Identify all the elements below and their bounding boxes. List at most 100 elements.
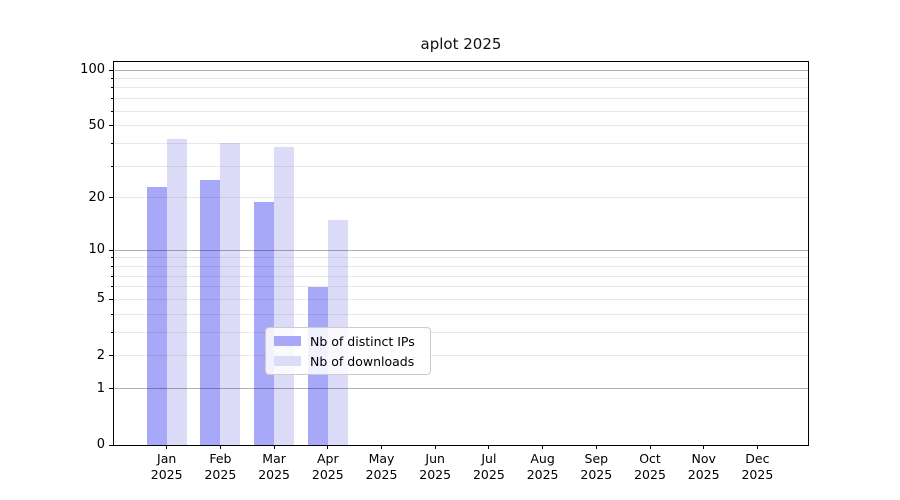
y-gridline-minor (114, 331, 808, 333)
x-tick-month: Oct (639, 451, 661, 466)
x-tick-year: 2025 (580, 467, 613, 482)
x-tick-month: Nov (691, 451, 716, 466)
y-gridline-minor (114, 286, 808, 288)
legend-swatch-downloads (274, 356, 301, 366)
y-axis-tick (109, 388, 113, 390)
y-gridline-minor (114, 110, 808, 112)
x-axis-tick (327, 445, 329, 449)
y-axis-minor-tick (111, 78, 114, 79)
x-tick-month: Jun (425, 451, 445, 466)
chart-title: aplot 2025 (420, 35, 502, 53)
y-axis-minor-tick (111, 197, 114, 199)
x-tick-label: Dec 2025 (727, 451, 787, 483)
x-tick-year: 2025 (472, 467, 505, 482)
x-tick-label: Aug 2025 (513, 451, 573, 483)
y-axis-tick (109, 69, 113, 71)
x-tick-year: 2025 (311, 467, 344, 482)
x-tick-label: Jan 2025 (137, 451, 197, 483)
y-gridline-major (114, 69, 808, 71)
y-gridline-minor (114, 257, 808, 259)
y-axis-minor-tick (111, 275, 114, 277)
y-gridline-minor (114, 78, 808, 79)
x-tick-month: May (368, 451, 395, 466)
bar-distinct-ips (200, 180, 221, 445)
x-tick-label: Oct 2025 (620, 451, 680, 483)
x-tick-year: 2025 (687, 467, 720, 482)
x-tick-month: Jul (481, 451, 497, 466)
y-axis-minor-tick (111, 110, 114, 112)
x-tick-label: Sep 2025 (566, 451, 626, 483)
y-axis-minor-tick (111, 165, 114, 167)
x-tick-label: Mar 2025 (244, 451, 304, 483)
y-tick-label: 100 (80, 62, 105, 77)
x-tick-label: Jun 2025 (405, 451, 465, 483)
x-tick-month: Feb (209, 451, 232, 466)
plot-area (113, 61, 809, 446)
y-tick-label: 50 (88, 117, 105, 133)
y-tick-label: 1 (96, 380, 105, 396)
x-tick-month: Sep (584, 451, 609, 466)
x-tick-label: Feb 2025 (190, 451, 250, 483)
legend: Nb of distinct IPs Nb of downloads (265, 327, 431, 375)
x-axis-tick (649, 445, 651, 449)
x-tick-year: 2025 (741, 467, 774, 482)
y-axis-tick (109, 444, 113, 446)
x-axis-tick (756, 445, 758, 449)
y-gridline-minor (114, 87, 808, 89)
y-gridline-minor (114, 313, 808, 315)
y-axis-tick (109, 249, 113, 251)
y-gridline-minor (114, 165, 808, 167)
bar-downloads (166, 139, 187, 445)
legend-item: Nb of distinct IPs (274, 334, 422, 349)
legend-swatch-distinct-ips (274, 336, 301, 346)
x-tick-year: 2025 (204, 467, 237, 482)
x-axis-tick (166, 445, 168, 449)
legend-label: Nb of downloads (310, 353, 415, 369)
y-axis-minor-tick (111, 98, 114, 100)
y-tick-label: 2 (96, 347, 105, 363)
y-gridline-minor (114, 142, 808, 144)
y-axis-minor-tick (111, 313, 114, 315)
y-tick-label: 20 (88, 189, 105, 205)
y-gridline-minor (114, 98, 808, 100)
x-tick-label: Apr 2025 (298, 451, 358, 483)
y-tick-label: 10 (88, 242, 105, 258)
y-axis-minor-tick (111, 355, 114, 357)
y-gridline-minor (114, 125, 808, 126)
x-tick-year: 2025 (258, 467, 290, 482)
x-tick-year: 2025 (365, 467, 398, 482)
y-axis-minor-tick (111, 298, 114, 300)
x-axis-tick (219, 445, 221, 449)
x-axis-tick (595, 445, 597, 449)
x-tick-year: 2025 (526, 467, 559, 482)
y-axis-minor-tick (111, 286, 114, 288)
x-tick-month: Apr (316, 451, 339, 466)
x-axis-tick (381, 445, 382, 449)
bar-distinct-ips (146, 186, 167, 445)
y-axis-minor-tick (111, 142, 114, 144)
x-axis-tick (273, 445, 275, 449)
y-gridline-minor (114, 355, 808, 357)
y-tick-label: 0 (96, 437, 105, 452)
x-tick-year: 2025 (634, 467, 666, 482)
x-axis-tick (703, 445, 705, 449)
y-axis-minor-tick (111, 266, 114, 267)
x-tick-month: Mar (262, 451, 286, 466)
y-gridline-minor (114, 266, 808, 267)
x-tick-year: 2025 (150, 467, 183, 482)
y-tick-label: 5 (96, 291, 105, 307)
x-tick-label: May 2025 (352, 451, 412, 483)
x-tick-month: Dec (745, 451, 770, 466)
x-tick-label: Jul 2025 (459, 451, 519, 483)
y-axis-minor-tick (111, 125, 114, 126)
y-gridline-major (114, 249, 808, 251)
x-tick-year: 2025 (419, 467, 452, 482)
legend-item: Nb of downloads (274, 354, 422, 369)
x-tick-month: Jan (157, 451, 177, 466)
y-axis-minor-tick (111, 331, 114, 333)
bar-downloads (220, 143, 241, 445)
y-gridline-minor (114, 298, 808, 300)
y-gridline-major (114, 388, 808, 390)
x-axis-tick (542, 445, 544, 449)
